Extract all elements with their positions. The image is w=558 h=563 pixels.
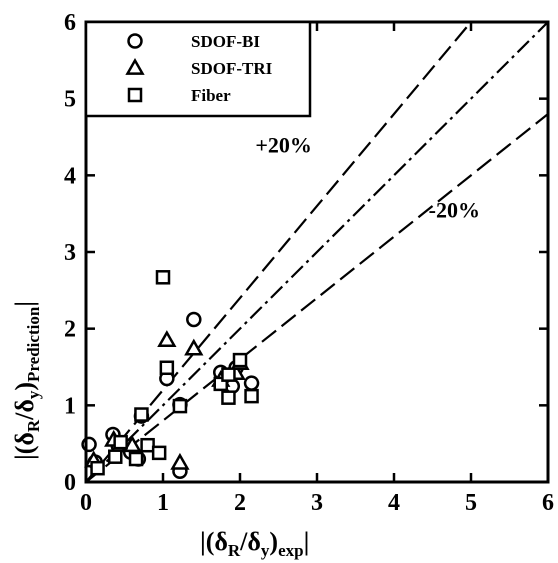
y-title-prefix: |(δ	[10, 432, 39, 460]
y-tick-label: 1	[64, 393, 76, 419]
x-title-sub-y: y	[261, 541, 270, 560]
y-tick-label: 6	[64, 10, 76, 36]
y-tick-label: 3	[64, 240, 76, 266]
data-point-sdof-bi	[243, 375, 260, 391]
x-tick-label: 0	[80, 490, 92, 516]
x-tick-label: 2	[234, 490, 246, 516]
reference-line-2	[86, 22, 548, 482]
x-tick-label: 4	[388, 490, 400, 516]
legend-marker-sdof-bi	[127, 33, 143, 49]
y-title-suffix: |	[10, 301, 39, 307]
x-axis-title: |(δR/δy)exp|	[200, 527, 309, 560]
tick-labels: 0 1 2 3 4 5 6 0 1 2 3 4 5 6	[64, 10, 554, 516]
data-point-fiber	[108, 449, 123, 464]
data-point-fiber	[134, 407, 149, 422]
data-point-sdof-bi	[186, 311, 202, 328]
data-point-fiber	[155, 270, 171, 285]
data-point-sdof-tri	[184, 338, 204, 356]
reference-lines	[86, 22, 548, 482]
x-title-suffix: |	[304, 527, 310, 556]
data-point-fiber	[221, 367, 236, 382]
legend-box	[84, 20, 312, 118]
x-tick-label: 6	[542, 490, 554, 516]
legend-items: SDOF-BI SDOF-TRI Fiber	[125, 32, 273, 105]
y-title-close: )	[10, 382, 39, 391]
y-title-sub-y: y	[24, 390, 43, 399]
data-point-sdof-tri	[157, 330, 177, 348]
data-point-sdof-tri	[170, 452, 190, 470]
data-point-fiber	[113, 434, 128, 450]
x-title-mid: /δ	[239, 527, 261, 556]
y-title-mid: /δ	[10, 399, 39, 421]
data-point-fiber	[90, 460, 105, 476]
data-point-sdof-tri	[122, 435, 142, 453]
y-title-sub-prediction: Prediction	[24, 306, 43, 382]
x-tick-label: 5	[465, 490, 477, 516]
y-axis-title: |(δR/δy)Prediction|	[10, 301, 43, 460]
legend-marker-sdof-tri	[125, 57, 145, 75]
y-tick-label: 5	[64, 87, 76, 113]
reference-line-3	[86, 113, 548, 482]
x-tick-label: 3	[311, 490, 323, 516]
y-tick-label: 0	[64, 470, 76, 496]
y-title-sub-r: R	[24, 419, 43, 432]
legend-label-sdof-bi: SDOF-BI	[191, 32, 260, 51]
annotation-minus-20: -20%	[429, 198, 480, 223]
data-point-fiber	[244, 388, 259, 404]
y-tick-label: 2	[64, 317, 76, 343]
legend-label-fiber: Fiber	[191, 86, 231, 105]
legend: SDOF-BI SDOF-TRI Fiber	[84, 20, 312, 118]
data-point-fiber	[151, 445, 167, 461]
x-title-prefix: |(δ	[200, 527, 228, 556]
data-point-fiber	[172, 398, 188, 414]
data-point-fiber	[140, 437, 155, 453]
annotation-plus-20: +20%	[255, 132, 312, 157]
y-tick-label: 4	[64, 163, 76, 189]
legend-marker-fiber	[127, 87, 143, 103]
data-points	[81, 270, 260, 480]
x-title-close: )	[269, 527, 278, 556]
x-title-sub-exp: exp	[278, 541, 304, 560]
legend-label-sdof-tri: SDOF-TRI	[191, 59, 273, 78]
data-point-fiber	[128, 451, 144, 467]
data-point-fiber	[159, 360, 175, 376]
x-tick-label: 1	[157, 490, 169, 516]
x-title-sub-r: R	[228, 541, 241, 560]
data-point-fiber	[232, 352, 248, 368]
data-point-fiber	[221, 390, 236, 405]
